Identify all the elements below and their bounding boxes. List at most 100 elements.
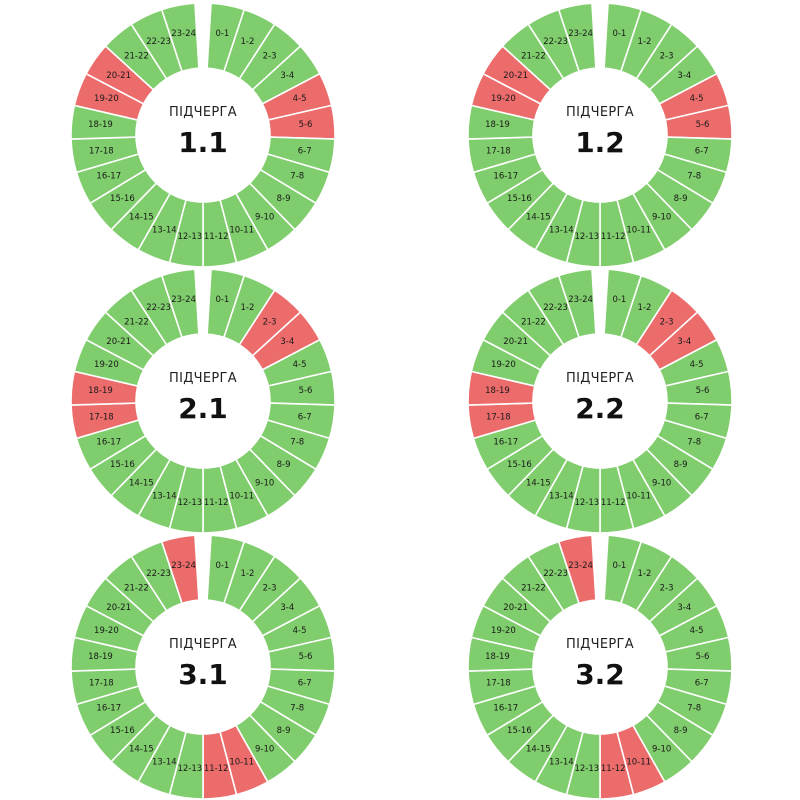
hour-label: 22-23 (146, 569, 171, 579)
hour-label: 19-20 (94, 360, 119, 370)
hour-label: 8-9 (277, 194, 291, 204)
hour-label: 12-13 (177, 232, 202, 242)
hour-label: 20-21 (106, 337, 131, 347)
hour-label: 22-23 (543, 37, 568, 47)
hour-label: 16-17 (96, 704, 121, 714)
hour-label: 10-11 (229, 491, 254, 501)
queue-caption: ПІДЧЕРГА (566, 371, 634, 386)
hour-label: 4-5 (690, 626, 704, 636)
queue-caption: ПІДЧЕРГА (566, 105, 634, 120)
hour-label: 14-15 (129, 745, 154, 755)
hour-label: 7-8 (290, 172, 304, 182)
hour-label: 8-9 (277, 460, 291, 470)
hour-label: 22-23 (146, 37, 171, 47)
hour-label: 1-2 (637, 303, 651, 313)
queue-ring-1-1: 0-1 1-2 2-33-4 4-5 5-6 6-7 7-8 8-99-1010-1111-1… (70, 2, 336, 268)
hour-label: 7-8 (687, 172, 701, 182)
hour-label: 3-4 (280, 71, 294, 81)
hour-label: 0-1 (612, 295, 626, 305)
hour-label: 14-15 (526, 745, 551, 755)
hour-label: 21-22 (124, 583, 149, 593)
hour-label: 19-20 (491, 94, 516, 104)
hour-label: 8-9 (674, 726, 688, 736)
hour-segment-on (557, 2, 597, 73)
queue-number: 1.2 (575, 126, 625, 159)
hour-label: 22-23 (543, 303, 568, 313)
hour-label: 16-17 (493, 704, 518, 714)
hour-label: 4-5 (293, 94, 307, 104)
hour-label: 7-8 (290, 704, 304, 714)
hour-label: 15-16 (110, 194, 135, 204)
hour-label: 7-8 (687, 704, 701, 714)
hour-label: 18-19 (485, 386, 510, 396)
hour-label: 23-24 (568, 561, 593, 571)
hour-segment-off (557, 534, 597, 605)
queue-caption: ПІДЧЕРГА (566, 637, 634, 652)
hour-label: 1-2 (637, 569, 651, 579)
queue-number: 3.1 (178, 658, 228, 691)
hour-label: 0-1 (612, 561, 626, 571)
hour-label: 12-13 (574, 232, 599, 242)
queue-number: 2.1 (178, 392, 228, 425)
hour-label: 15-16 (507, 726, 532, 736)
hour-label: 3-4 (280, 337, 294, 347)
hour-label: 9-10 (255, 213, 274, 223)
hour-label: 9-10 (652, 479, 671, 489)
hour-label: 20-21 (503, 337, 528, 347)
hour-label: 5-6 (696, 120, 710, 130)
hour-label: 14-15 (129, 479, 154, 489)
queue-ring-2-2: 0-1 1-2 2-33-4 4-5 5-6 6-7 7-8 8-99-1010-1111-1… (467, 268, 733, 534)
hour-label: 1-2 (240, 303, 254, 313)
hour-label: 15-16 (110, 460, 135, 470)
hour-label: 5-6 (299, 652, 313, 662)
hour-segment-on (160, 2, 200, 73)
queue-number: 1.1 (178, 126, 228, 159)
hour-label: 18-19 (485, 120, 510, 130)
hour-label: 13-14 (152, 225, 177, 235)
hour-label: 11-12 (601, 764, 626, 774)
hour-label: 1-2 (240, 37, 254, 47)
hour-label: 6-7 (298, 146, 312, 156)
hour-segment-off (160, 534, 200, 605)
queue-number: 2.2 (575, 392, 625, 425)
hour-label: 20-21 (503, 603, 528, 613)
hour-label: 17-18 (486, 412, 511, 422)
hour-label: 14-15 (526, 479, 551, 489)
hour-label: 23-24 (171, 29, 196, 39)
hour-label: 15-16 (507, 460, 532, 470)
hour-label: 17-18 (486, 146, 511, 156)
hour-label: 14-15 (526, 213, 551, 223)
hour-label: 20-21 (106, 71, 131, 81)
hour-label: 13-14 (549, 491, 574, 501)
hour-label: 19-20 (94, 626, 119, 636)
hour-label: 0-1 (215, 295, 229, 305)
hour-label: 5-6 (696, 386, 710, 396)
hour-label: 18-19 (88, 120, 113, 130)
queue-ring-3-1: 0-1 1-2 2-33-4 4-5 5-6 6-7 7-8 8-99-1010-1111-1… (70, 534, 336, 800)
hour-label: 4-5 (690, 360, 704, 370)
hour-label: 21-22 (124, 317, 149, 327)
hour-label: 11-12 (204, 498, 229, 508)
hour-label: 18-19 (88, 652, 113, 662)
hour-label: 19-20 (491, 626, 516, 636)
hour-label: 9-10 (652, 213, 671, 223)
hour-label: 9-10 (652, 745, 671, 755)
hour-label: 1-2 (240, 569, 254, 579)
hour-label: 5-6 (696, 652, 710, 662)
hour-label: 10-11 (229, 225, 254, 235)
hour-label: 8-9 (277, 726, 291, 736)
hour-label: 10-11 (626, 757, 651, 767)
hour-label: 3-4 (677, 337, 691, 347)
hour-label: 11-12 (601, 232, 626, 242)
hour-label: 3-4 (677, 603, 691, 613)
hour-label: 2-3 (263, 583, 277, 593)
hour-label: 10-11 (626, 491, 651, 501)
hour-label: 2-3 (263, 51, 277, 61)
hour-label: 12-13 (574, 764, 599, 774)
hour-label: 11-12 (204, 764, 229, 774)
queue-ring-3-2: 0-1 1-2 2-33-4 4-5 5-6 6-7 7-8 8-99-1010-1111-1… (467, 534, 733, 800)
hour-label: 22-23 (146, 303, 171, 313)
hour-label: 20-21 (503, 71, 528, 81)
hour-label: 23-24 (568, 29, 593, 39)
